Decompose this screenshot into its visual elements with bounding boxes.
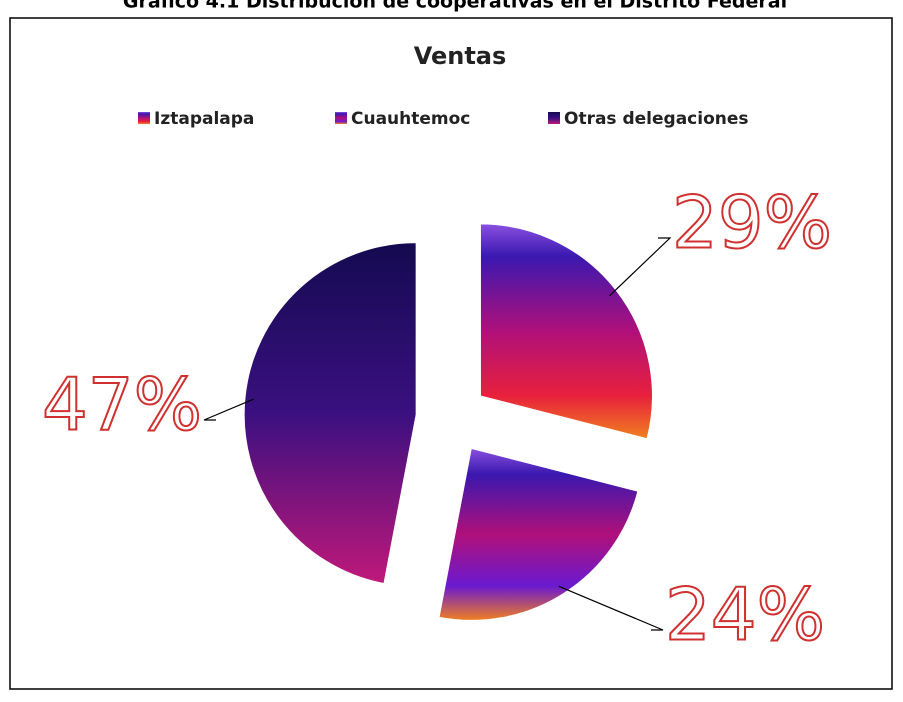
leader-line — [203, 398, 254, 421]
data-label: 29% — [672, 181, 832, 265]
legend-label: Iztapalapa — [154, 109, 254, 129]
leader-line — [609, 237, 672, 297]
data-label: 47% — [42, 363, 202, 447]
legend-swatch — [335, 112, 347, 124]
pie-slice — [438, 447, 639, 621]
pie-slice — [479, 223, 653, 440]
pie-slice — [243, 242, 417, 585]
legend-swatch — [548, 112, 560, 124]
leader-line — [558, 585, 664, 631]
caption: Gráfico 4.1 Distribución de cooperativas… — [123, 0, 787, 13]
legend-label: Cuauhtemoc — [351, 109, 470, 129]
legend-label: Otras delegaciones — [564, 109, 749, 129]
legend-swatch — [138, 112, 150, 124]
data-label: 24% — [665, 573, 825, 657]
chart-title: Ventas — [414, 42, 507, 70]
